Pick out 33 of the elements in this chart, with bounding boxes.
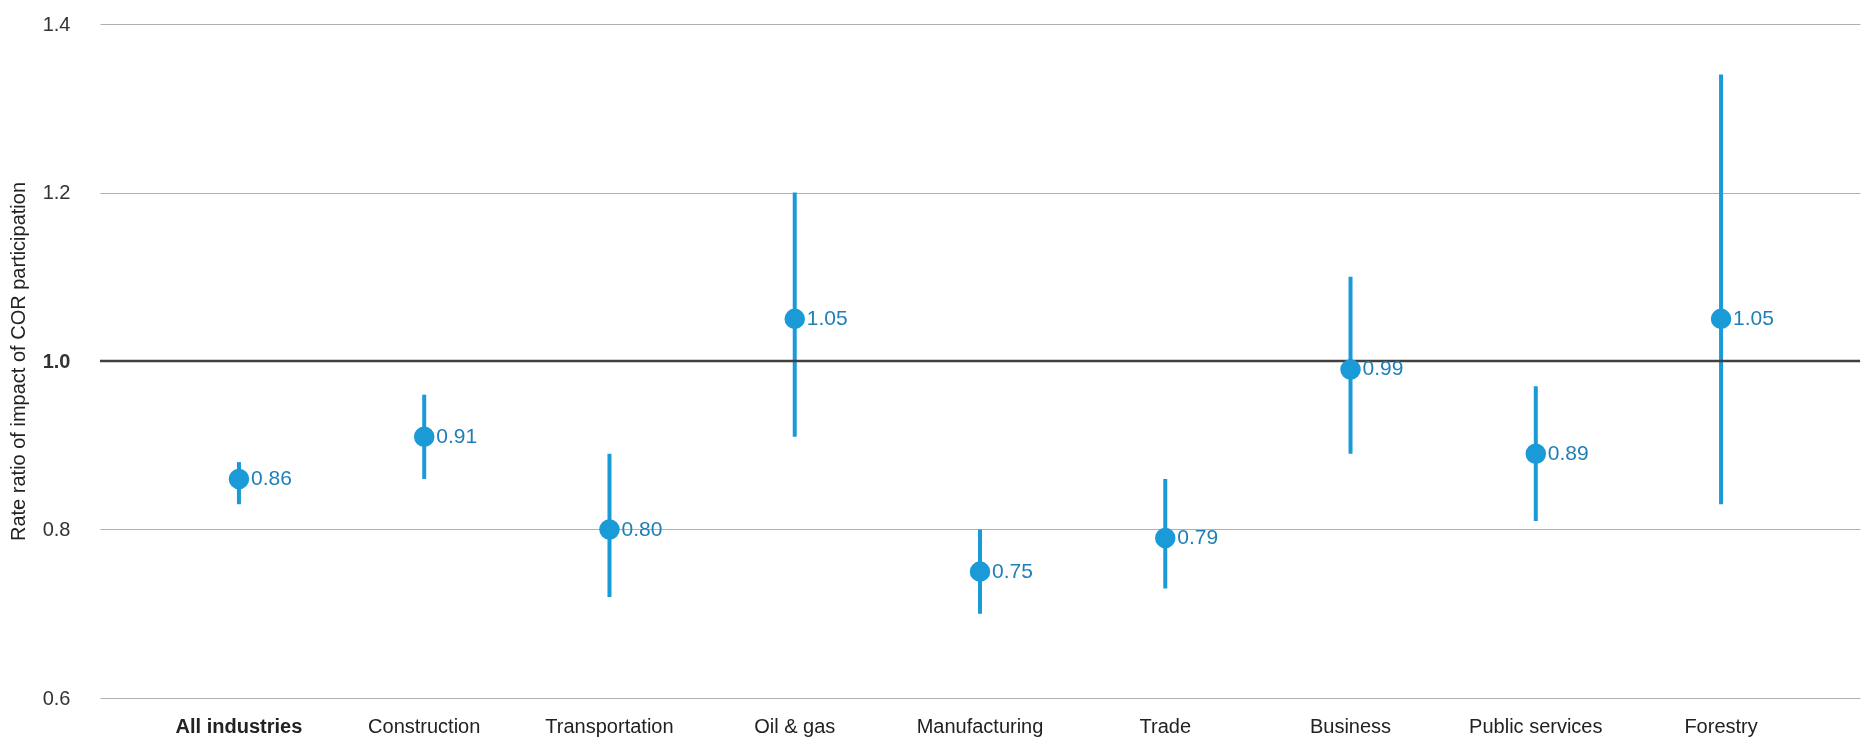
x-tick-label: Construction [368,714,481,737]
x-tick-label: Business [1309,714,1392,737]
data-label: 1.05 [806,305,848,329]
x-tick-label: Trade [1139,714,1192,737]
point [228,468,250,490]
y-tick-label: 1.4 [42,12,71,35]
point [599,519,620,540]
x-tick-label: Manufacturing [916,714,1044,737]
x-tick-label: Transportation [545,714,674,737]
data-label: 0.91 [436,423,478,447]
data-label: 0.89 [1547,440,1589,464]
point [1525,443,1547,464]
y-tick-label: 1.2 [42,181,71,203]
data-label: 0.75 [992,558,1033,582]
data-label: 0.99 [1362,356,1404,380]
point [1710,308,1732,330]
y-tick-label: 1.0 [42,349,71,372]
point [1155,527,1176,549]
x-tick-label: Oil & gas [754,714,836,737]
point [413,426,435,448]
x-tick-label: Public services [1469,714,1603,737]
data-label: 0.86 [250,465,292,489]
point [784,308,805,330]
point [1340,359,1361,380]
y-tick-label: 0.6 [42,686,71,709]
point [969,561,991,582]
x-tick-label: All industries [175,714,303,737]
y-axis-title: Rate ratio of impact of COR participation [6,181,29,542]
data-label: 0.79 [1177,524,1219,548]
data-label: 1.05 [1733,305,1774,329]
data-label: 0.80 [621,516,663,540]
x-tick-label: Forestry [1684,714,1758,737]
y-tick-label: 0.8 [42,518,71,540]
